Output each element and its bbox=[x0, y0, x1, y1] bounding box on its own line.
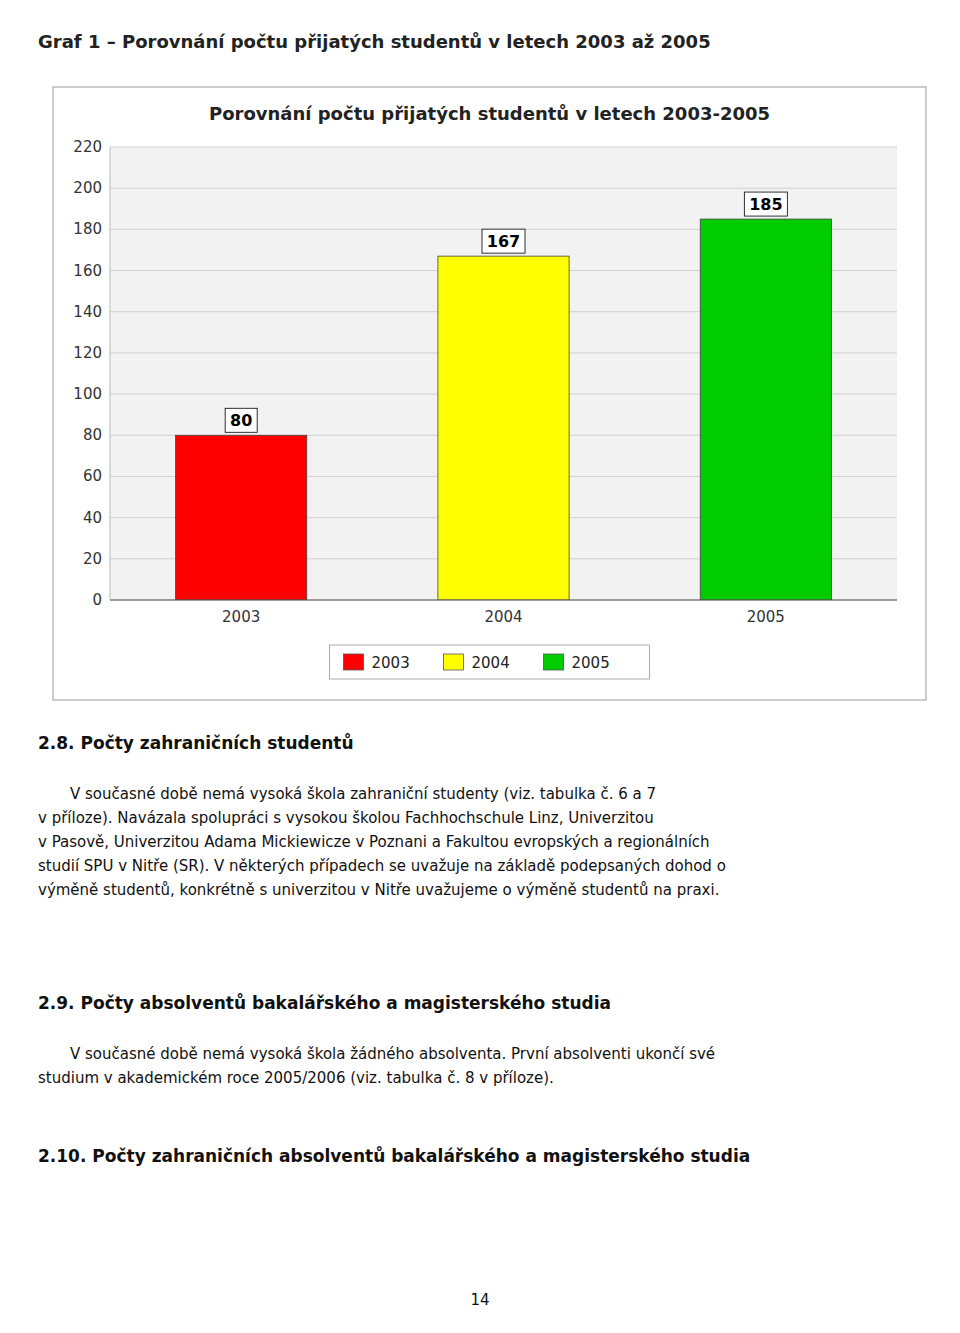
bar bbox=[700, 219, 831, 600]
plot-area bbox=[110, 147, 897, 600]
x-tick-label: 2005 bbox=[747, 608, 785, 626]
y-axis-line bbox=[110, 147, 111, 600]
data-label-box bbox=[744, 192, 787, 216]
section-body: V současné době nemá vysoká škola žádnéh… bbox=[38, 1045, 715, 1087]
y-tick-label: 80 bbox=[83, 426, 102, 444]
y-tick-label: 160 bbox=[73, 262, 102, 280]
page-title: Graf 1 – Porovnání počtu přijatých stude… bbox=[38, 31, 711, 52]
body-line: studií SPU v Nitře (SR). V některých pří… bbox=[38, 857, 726, 875]
y-tick-label: 20 bbox=[83, 550, 102, 568]
y-tick-label: 120 bbox=[73, 344, 102, 362]
y-tick-label: 60 bbox=[83, 467, 102, 485]
body-line: V současné době nemá vysoká škola zahran… bbox=[70, 785, 656, 803]
legend: 2003 2004 2005 bbox=[330, 645, 650, 679]
data-label: 167 bbox=[487, 232, 520, 251]
bars bbox=[176, 219, 832, 600]
x-tick-label: 2003 bbox=[222, 608, 260, 626]
x-axis: 2003 2004 2005 bbox=[222, 608, 785, 626]
chart-title: Porovnání počtu přijatých studentů v let… bbox=[209, 103, 770, 124]
body-line: výměně studentů, konkrétně s univerzitou… bbox=[38, 881, 719, 899]
legend-frame bbox=[330, 645, 650, 679]
y-tick-label: 220 bbox=[73, 138, 102, 156]
grid-line bbox=[110, 147, 897, 148]
chart-box bbox=[53, 87, 926, 700]
y-tick-label: 100 bbox=[73, 385, 102, 403]
body-line: v příloze). Navázala spolupráci s vysoko… bbox=[38, 809, 654, 827]
legend-label: 2005 bbox=[572, 654, 610, 672]
body-line: V současné době nemá vysoká škola žádnéh… bbox=[70, 1045, 715, 1063]
grid-line bbox=[110, 600, 897, 601]
section-title: 2.9. Počty absolventů bakalářského a mag… bbox=[38, 992, 611, 1013]
body-line: studium v akademickém roce 2005/2006 (vi… bbox=[38, 1069, 554, 1087]
legend-swatch bbox=[344, 654, 364, 670]
section-body: V současné době nemá vysoká škola zahran… bbox=[38, 785, 726, 899]
x-tick-label: 2004 bbox=[484, 608, 522, 626]
y-axis: 0 20 40 60 80 100 120 140 160 180 200 220 bbox=[73, 138, 897, 609]
bar bbox=[176, 435, 307, 600]
y-tick-label: 40 bbox=[83, 509, 102, 527]
legend-label: 2003 bbox=[372, 654, 410, 672]
grid-line bbox=[110, 188, 897, 189]
y-tick-label: 0 bbox=[92, 591, 102, 609]
y-tick-label: 140 bbox=[73, 303, 102, 321]
y-tick-label: 200 bbox=[73, 179, 102, 197]
data-label: 80 bbox=[230, 411, 252, 430]
bar bbox=[438, 256, 569, 600]
section-title: 2.8. Počty zahraničních studentů bbox=[38, 732, 354, 753]
page-number: 14 bbox=[470, 1291, 489, 1309]
page: Graf 1 – Porovnání počtu přijatých stude… bbox=[0, 0, 960, 1333]
section-title: 2.10. Počty zahraničních absolventů baka… bbox=[38, 1145, 750, 1166]
legend-swatch bbox=[444, 654, 464, 670]
legend-label: 2004 bbox=[472, 654, 510, 672]
data-label: 185 bbox=[749, 195, 782, 214]
x-axis-line bbox=[110, 600, 897, 601]
data-label-box bbox=[225, 408, 257, 432]
y-tick-label: 180 bbox=[73, 220, 102, 238]
body-line: v Pasově, Univerzitou Adama Mickiewicze … bbox=[38, 833, 710, 851]
data-label-box bbox=[482, 229, 525, 253]
legend-swatch bbox=[544, 654, 564, 670]
data-labels: 80 167 185 bbox=[225, 192, 787, 432]
